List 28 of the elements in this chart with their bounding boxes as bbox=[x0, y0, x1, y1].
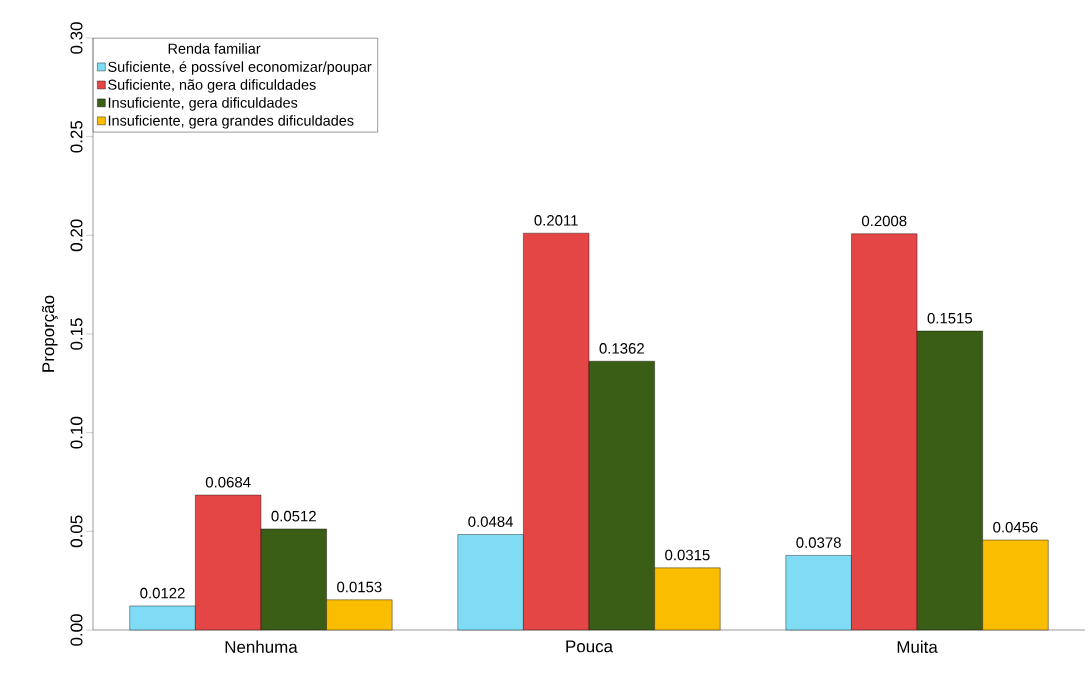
x-tick-label: Pouca bbox=[566, 640, 614, 653]
data-label: 0.2008 bbox=[861, 215, 907, 227]
data-label: 0.0315 bbox=[665, 549, 710, 561]
data-label: 0.2011 bbox=[534, 215, 578, 226]
y-tick-label: 0.15 bbox=[70, 318, 83, 350]
x-tick-label: Nenhuma bbox=[225, 640, 298, 653]
legend-label: Insuficiente, gera dificuldades bbox=[108, 97, 298, 111]
y-tick-label: 0.25 bbox=[70, 120, 83, 153]
legend-label: Insuficiente, gera grandes dificuldades bbox=[108, 115, 354, 129]
legend-label: Suficiente, é possível economizar/poupar bbox=[108, 61, 372, 75]
data-label: 0.1362 bbox=[599, 343, 644, 354]
data-label: 0.1515 bbox=[927, 312, 973, 324]
y-axis-title: Proporção bbox=[41, 295, 58, 372]
x-tick-label: Muita bbox=[897, 640, 938, 653]
data-label: 0.0684 bbox=[205, 476, 251, 488]
y-tick-label: 0.30 bbox=[70, 22, 83, 54]
data-label: 0.0512 bbox=[271, 510, 316, 522]
legend-title: Renda familiar bbox=[168, 43, 261, 54]
data-label: 0.0378 bbox=[796, 537, 841, 548]
y-tick-label: 0.10 bbox=[70, 416, 83, 449]
data-label: 0.0122 bbox=[140, 587, 185, 599]
legend-label: Suficiente, não gera dificuldades bbox=[108, 79, 316, 93]
y-tick-label: 0.20 bbox=[70, 219, 83, 252]
data-label: 0.0456 bbox=[993, 521, 1038, 533]
data-label: 0.0153 bbox=[337, 581, 382, 593]
y-tick-label: 0.00 bbox=[70, 614, 83, 646]
y-tick-label: 0.05 bbox=[70, 515, 83, 548]
data-label: 0.0484 bbox=[468, 516, 513, 527]
